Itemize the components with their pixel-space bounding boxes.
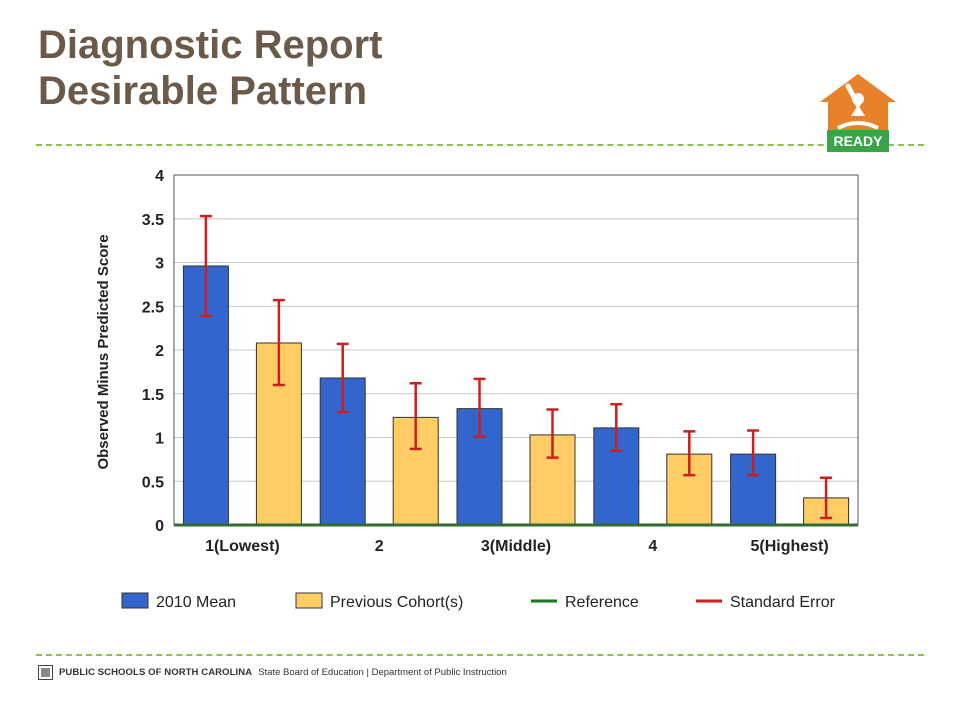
error-bar — [610, 403, 623, 452]
legend-label: Reference — [565, 594, 639, 611]
error-bar — [336, 342, 349, 414]
y-tick-label: 1 — [155, 431, 164, 448]
x-tick-label: 3(Middle) — [481, 538, 551, 555]
x-tick-label: 2 — [375, 538, 384, 555]
error-bar — [747, 429, 760, 477]
footer-org: PUBLIC SCHOOLS OF NORTH CAROLINA — [59, 666, 253, 678]
ready-house-logo-icon: READY — [820, 74, 896, 152]
y-axis-label: Observed Minus Predicted Score — [95, 234, 112, 469]
legend-swatch — [121, 592, 149, 609]
legend: 2010 Mean Previous Cohort(s) Reference Stan… — [121, 592, 836, 611]
bottom-divider — [36, 654, 924, 656]
plot-frame — [173, 174, 859, 526]
error-bar — [820, 476, 833, 520]
y-tick-label: 3 — [155, 256, 164, 273]
legend-item: 2010 Mean — [121, 592, 236, 611]
legend-label: Previous Cohort(s) — [330, 594, 463, 611]
x-tick-labels: 1(Lowest) 2 3(Middle) 4 5(Highest) — [205, 538, 829, 555]
x-tick-label: 5(Highest) — [750, 538, 828, 555]
bars — [182, 265, 850, 526]
y-tick-label: 0 — [155, 518, 164, 535]
page-title: Diagnostic Report Desirable Pattern — [38, 22, 382, 114]
y-tick-label: 0.5 — [142, 474, 164, 491]
error-bar — [272, 298, 285, 387]
footer: PUBLIC SCHOOLS OF NORTH CAROLINA State B… — [38, 664, 507, 680]
error-bar — [683, 430, 696, 477]
error-bars — [199, 214, 833, 520]
y-tick-label: 2 — [155, 343, 164, 360]
error-bar — [409, 382, 422, 451]
error-bar — [473, 377, 486, 438]
legend-swatch — [295, 592, 323, 609]
error-bar — [199, 214, 212, 318]
bar-chart: 0 0.5 1 1.5 2 2.5 3 3.5 4 Observed Minus Predict… — [95, 168, 859, 611]
legend-label: Standard Error — [730, 594, 836, 611]
y-tick-label: 4 — [155, 168, 164, 185]
y-tick-label: 1.5 — [142, 387, 164, 404]
nc-seal-icon — [38, 664, 53, 680]
legend-label: 2010 Mean — [156, 594, 236, 611]
y-tick-label: 2.5 — [142, 299, 164, 316]
y-tick-labels: 0 0.5 1 1.5 2 2.5 3 3.5 4 — [142, 168, 164, 535]
top-divider — [36, 144, 924, 146]
error-bar — [546, 408, 559, 459]
legend-item: Reference — [531, 594, 639, 611]
title-line-2: Desirable Pattern — [38, 69, 368, 113]
footer-rest: State Board of Education | Department of… — [258, 666, 507, 678]
title-line-1: Diagnostic Report — [38, 23, 383, 67]
legend-item: Standard Error — [696, 594, 836, 611]
x-tick-label: 1(Lowest) — [205, 538, 280, 555]
y-tick-label: 3.5 — [142, 212, 164, 229]
legend-item: Previous Cohort(s) — [295, 592, 463, 611]
x-tick-label: 4 — [648, 538, 657, 555]
logo-text: READY — [833, 133, 883, 149]
